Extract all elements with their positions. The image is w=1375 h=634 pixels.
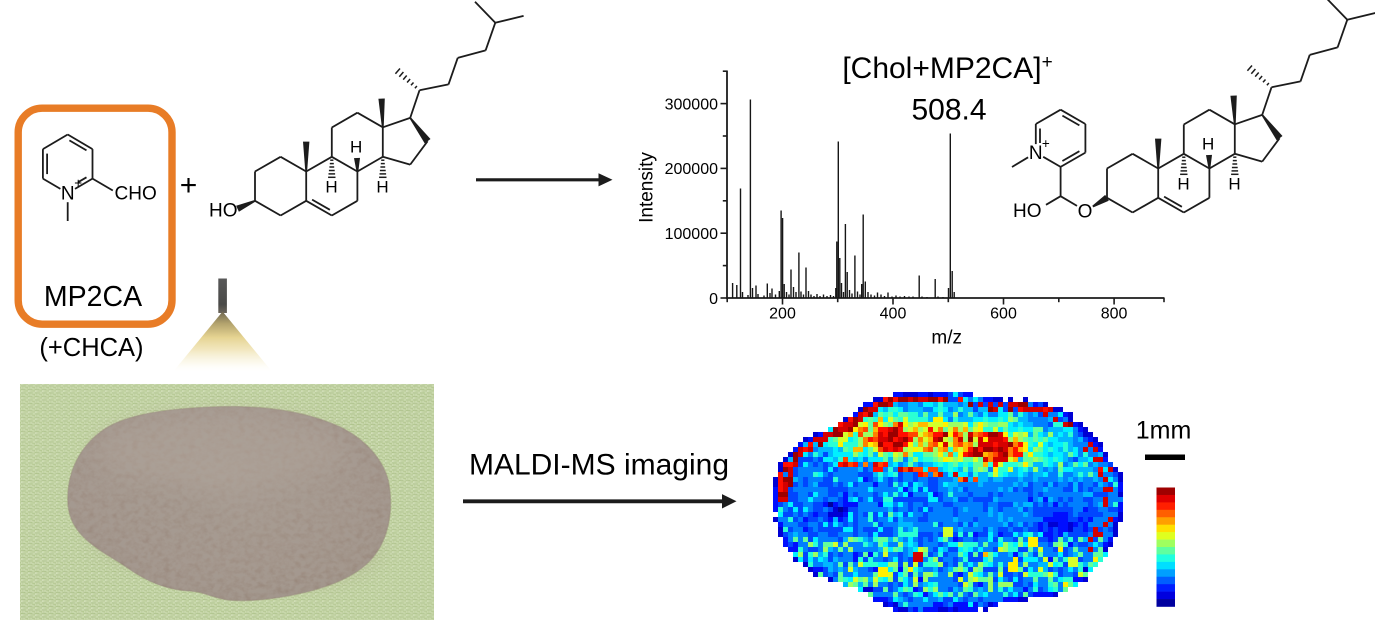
svg-text:N: N xyxy=(61,184,75,205)
svg-text:100000: 100000 xyxy=(665,226,718,243)
svg-text:200: 200 xyxy=(769,306,796,323)
svg-text:400: 400 xyxy=(880,306,907,323)
svg-text:H: H xyxy=(376,177,388,196)
svg-text:HO: HO xyxy=(209,201,238,222)
svg-text:O: O xyxy=(1078,202,1093,223)
svg-text:m/z: m/z xyxy=(931,328,962,349)
svg-text:600: 600 xyxy=(990,306,1017,323)
svg-text:+: + xyxy=(74,176,82,191)
svg-text:CHO: CHO xyxy=(115,184,157,205)
svg-text:300000: 300000 xyxy=(665,96,718,113)
svg-text:H: H xyxy=(1228,174,1240,193)
svg-text:508.4: 508.4 xyxy=(911,94,986,127)
svg-text:800: 800 xyxy=(1101,306,1128,323)
svg-text:Intensity: Intensity xyxy=(637,152,658,223)
svg-text:(+CHCA): (+CHCA) xyxy=(39,334,143,362)
svg-text:N: N xyxy=(1029,143,1043,164)
svg-text:H: H xyxy=(325,177,337,196)
svg-text:H: H xyxy=(1202,135,1214,154)
svg-text:H: H xyxy=(350,138,362,157)
svg-text:1mm: 1mm xyxy=(1136,417,1192,445)
svg-text:+: + xyxy=(180,169,198,202)
svg-text:200000: 200000 xyxy=(665,161,718,178)
svg-text:MALDI-MS imaging: MALDI-MS imaging xyxy=(469,449,729,482)
svg-text:[Chol+MP2CA]+: [Chol+MP2CA]+ xyxy=(842,52,1052,85)
svg-text:+: + xyxy=(1042,136,1050,151)
svg-text:HO: HO xyxy=(1013,201,1042,222)
svg-text:0: 0 xyxy=(709,291,718,308)
svg-text:H: H xyxy=(1177,174,1189,193)
svg-text:MP2CA: MP2CA xyxy=(44,281,142,313)
